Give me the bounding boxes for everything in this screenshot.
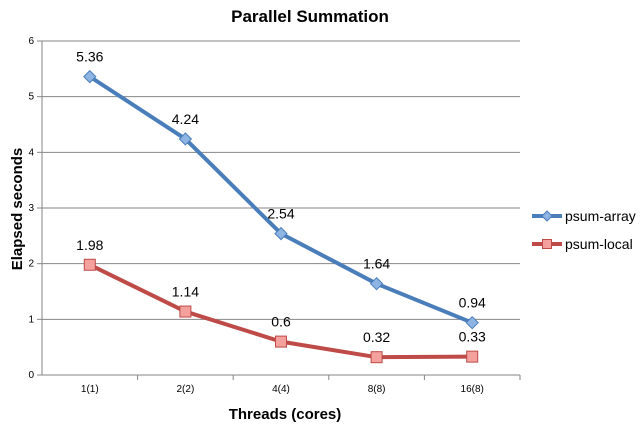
data-label-psum-local-4: 0.33 [459, 329, 486, 345]
marker-psum-array-1 [178, 132, 193, 146]
marker-psum-array-0 [83, 69, 97, 84]
marker-psum-array-3 [369, 276, 384, 291]
y-tick-label-5: 5 [28, 92, 34, 103]
legend-marker-psum-array [541, 210, 553, 222]
marker-psum-local-2 [275, 335, 287, 348]
x-tick-label-8(8): 8(8) [368, 384, 386, 395]
y-tick-label-3: 3 [28, 203, 34, 214]
series-group: 5.36 4.24 2.54 1.64 0.94 1.98 1.14 0.6 0.32 0.33 [76, 49, 486, 364]
y-axis-title: Elapsed seconds [9, 148, 26, 271]
x-tick-label-4(4): 4(4) [272, 384, 290, 395]
x-tick-label-1(1): 1(1) [81, 384, 99, 395]
data-label-psum-array-3: 1.64 [363, 256, 390, 272]
x-tick-label-2(2): 2(2) [177, 384, 195, 395]
y-tick-label-2: 2 [28, 259, 34, 270]
data-label-psum-array-4: 0.94 [459, 295, 486, 311]
series-line-psum-array [88, 74, 473, 325]
data-label-psum-local-0: 1.98 [76, 237, 103, 253]
x-tick-label-16(8): 16(8) [461, 384, 484, 395]
y-tick-label-4: 4 [28, 147, 34, 158]
y-tick-labels: 0 1 2 3 4 5 6 [28, 36, 34, 381]
legend: psum-array psum-local [532, 208, 636, 252]
legend-label-psum-array: psum-array [565, 208, 636, 224]
data-label-psum-array-1: 4.24 [172, 111, 199, 127]
data-label-psum-array-2: 2.54 [267, 206, 294, 222]
data-label-psum-array-0: 5.36 [76, 49, 103, 65]
marker-psum-local-0 [83, 258, 96, 271]
marker-psum-array-2 [274, 226, 288, 241]
legend-label-psum-local: psum-local [565, 236, 633, 252]
legend-marker-psum-local [542, 239, 552, 249]
y-tick-label-6: 6 [28, 36, 34, 47]
data-label-psum-local-3: 0.32 [363, 329, 390, 345]
y-tick-label-1: 1 [28, 314, 34, 325]
marker-psum-array-4 [465, 315, 479, 330]
chart-title: Parallel Summation [231, 7, 389, 26]
x-axis-title: Threads (cores) [229, 406, 342, 423]
marker-psum-local-3 [370, 351, 383, 364]
marker-psum-local-4 [466, 350, 479, 363]
y-tick-label-0: 0 [28, 370, 34, 381]
data-label-psum-local-1: 1.14 [172, 284, 199, 300]
x-tick-labels: 1(1) 2(2) 4(4) 8(8) 16(8) [81, 384, 484, 395]
data-label-psum-local-2: 0.6 [271, 314, 291, 330]
marker-psum-local-1 [179, 305, 192, 318]
